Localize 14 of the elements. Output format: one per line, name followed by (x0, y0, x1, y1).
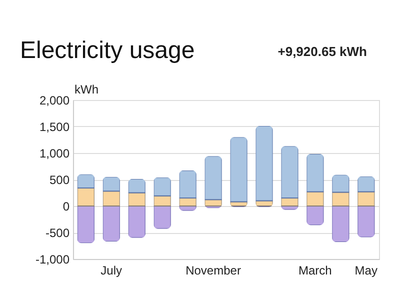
y-tick-label: -500 (45, 226, 70, 240)
x-tick-label: May (354, 264, 378, 278)
y-tick-label: 500 (49, 173, 70, 187)
x-tick-label: November (186, 264, 241, 278)
y-tick-label: 1,000 (39, 146, 70, 160)
y-tick-label: -1,000 (35, 252, 70, 266)
x-tick-label: March (298, 264, 332, 278)
y-tick-label: 1,500 (39, 120, 70, 134)
chart-title: Electricity usage (20, 37, 195, 64)
text: +9,920.65 kWh (278, 44, 368, 59)
y-tick-label: 0 (62, 200, 70, 214)
x-tick-label: July (100, 264, 122, 278)
y-tick-label: 2,000 (39, 94, 70, 108)
y-axis-title: kWh (74, 82, 98, 96)
